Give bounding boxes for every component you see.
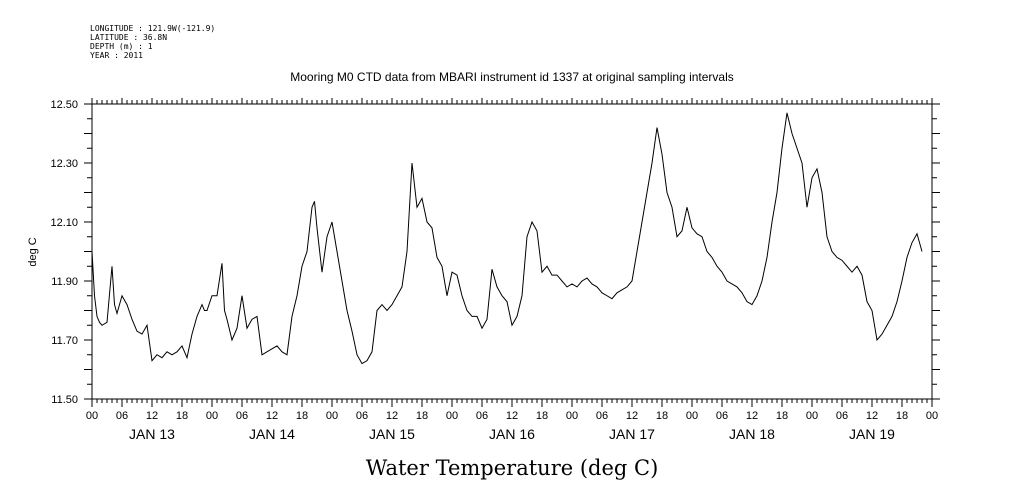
latitude-label: LATITUDE : 36.8N (90, 33, 167, 42)
day-label: JAN 16 (489, 426, 535, 442)
x-minor-ticks (91, 100, 933, 403)
x-tick-label: 12 (626, 410, 638, 422)
x-tick-label: 00 (446, 410, 458, 422)
chart-title: Mooring M0 CTD data from MBARI instrumen… (290, 70, 734, 84)
x-tick-label: 18 (896, 410, 908, 422)
day-labels: JAN 13 JAN 14 JAN 15 JAN 16 JAN 17 JAN 18 JAN … (129, 426, 895, 442)
x-tick-label: 06 (236, 410, 248, 422)
longitude-label: LONGITUDE : 121.9W(-121.9) (90, 24, 215, 33)
x-axis: 00 06 12 18 00 06 12 18 00 06 12 18 00 06 12 18 00 06 12 18… (86, 98, 938, 422)
x-tick-label: 00 (326, 410, 338, 422)
x-tick-label: 00 (926, 410, 938, 422)
x-tick-label: 18 (176, 410, 188, 422)
y-axis: 11.50 11.70 11.90 12.10 12.30 12.50 (50, 99, 940, 406)
y-tick-label: 12.50 (50, 99, 78, 111)
y-tick-label: 12.30 (50, 158, 78, 170)
x-tick-label: 06 (116, 410, 128, 422)
x-tick-label: 18 (416, 410, 428, 422)
x-tick-label: 00 (206, 410, 218, 422)
x-tick-label: 00 (566, 410, 578, 422)
x-tick-label: 06 (836, 410, 848, 422)
x-tick-label: 06 (356, 410, 368, 422)
x-tick-label: 06 (476, 410, 488, 422)
day-label: JAN 13 (129, 426, 175, 442)
x-tick-label: 12 (866, 410, 878, 422)
day-label: JAN 19 (849, 426, 895, 442)
plot-frame (91, 103, 933, 400)
x-tick-label: 00 (806, 410, 818, 422)
series-line (91, 112, 923, 365)
x-tick-label: 06 (716, 410, 728, 422)
x-tick-label: 18 (296, 410, 308, 422)
y-tick-label: 11.50 (51, 394, 78, 406)
day-label: JAN 15 (369, 426, 415, 442)
x-tick-label: 12 (506, 410, 518, 422)
x-tick-label: 18 (776, 410, 788, 422)
y-tick-label: 11.90 (51, 276, 78, 288)
x-tick-label: 18 (536, 410, 548, 422)
x-axis-label: Water Temperature (deg C) (366, 456, 659, 480)
x-tick-label: 06 (596, 410, 608, 422)
y-tick-label: 11.70 (51, 335, 78, 347)
day-label: JAN 18 (729, 426, 775, 442)
depth-label: DEPTH (m) : 1 (90, 42, 153, 51)
x-tick-label: 00 (86, 410, 98, 422)
x-tick-label: 00 (686, 410, 698, 422)
x-tick-label: 12 (386, 410, 398, 422)
y-tick-label: 12.10 (50, 217, 78, 229)
day-label: JAN 17 (609, 426, 655, 442)
x-tick-label: 12 (146, 410, 158, 422)
year-label: YEAR : 2011 (90, 51, 143, 60)
x-tick-label: 12 (266, 410, 278, 422)
x-tick-label: 12 (746, 410, 758, 422)
y-axis-label: deg C (27, 237, 39, 266)
x-tick-label: 18 (656, 410, 668, 422)
day-label: JAN 14 (249, 426, 295, 442)
